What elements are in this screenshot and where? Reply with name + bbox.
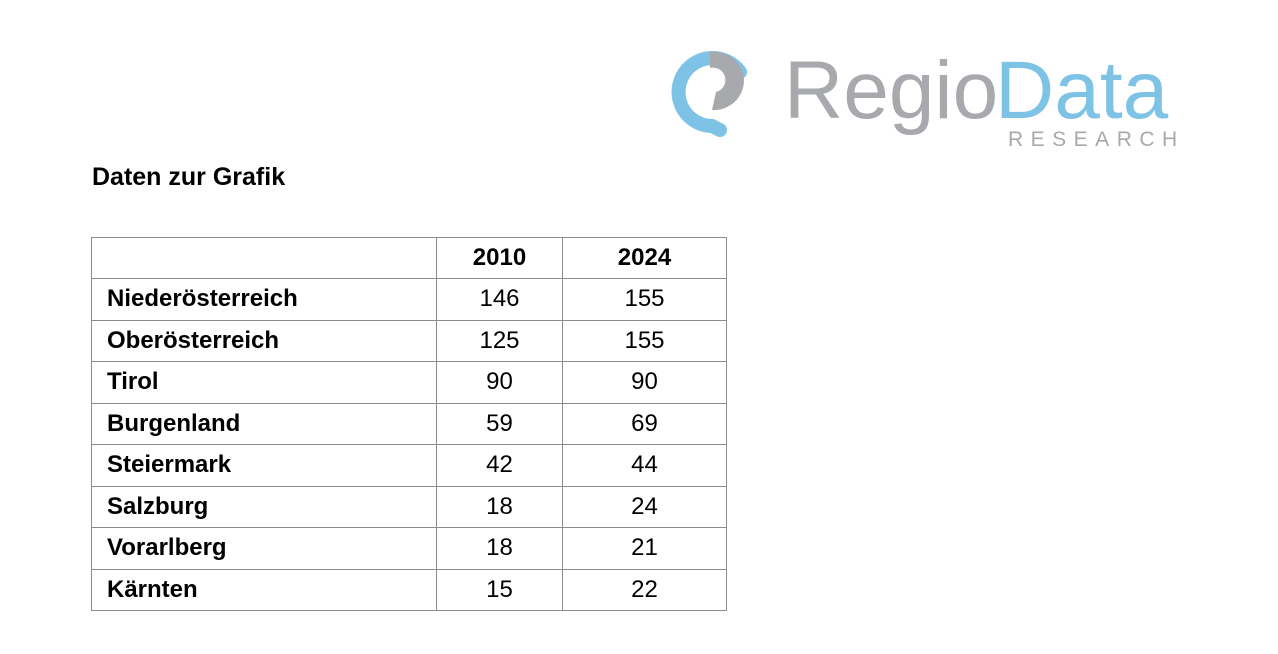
table-row: Tirol 90 90 xyxy=(91,361,727,404)
logo-word: Regio xyxy=(784,45,998,136)
row-label: Vorarlberg xyxy=(91,527,437,570)
table-row: Burgenland 59 69 xyxy=(91,402,727,445)
cell-value: 125 xyxy=(436,319,563,362)
row-label: Kärnten xyxy=(91,568,437,611)
cell-value: 21 xyxy=(562,527,727,570)
cell-value: 22 xyxy=(562,568,727,611)
table-row: Vorarlberg 18 21 xyxy=(91,527,727,570)
row-label: Steiermark xyxy=(91,444,437,487)
row-label: Oberösterreich xyxy=(91,319,437,362)
cell-value: 59 xyxy=(436,402,563,445)
row-label: Niederösterreich xyxy=(91,278,437,321)
cell-value: 146 xyxy=(436,278,563,321)
table-row: Oberösterreich 125 155 xyxy=(91,319,727,362)
table-row: Niederösterreich 146 155 xyxy=(91,278,727,321)
table-row: Steiermark 42 44 xyxy=(91,444,727,487)
cell-value: 18 xyxy=(436,527,563,570)
cell-value: 42 xyxy=(436,444,563,487)
row-label: Tirol xyxy=(91,361,437,404)
header-cell xyxy=(91,237,437,279)
cell-value: 90 xyxy=(562,361,727,404)
column-header: 2024 xyxy=(562,237,727,279)
header-row: 2010 2024 xyxy=(91,237,727,279)
logo-word: Data xyxy=(995,45,1169,136)
column-header: 2010 xyxy=(436,237,563,279)
cell-value: 24 xyxy=(562,485,727,528)
row-label: Salzburg xyxy=(91,485,437,528)
cell-value: 18 xyxy=(436,485,563,528)
logo-tagline: RESEARCH xyxy=(1008,128,1185,150)
logo: Regio Data RESEARCH xyxy=(671,45,1185,150)
cell-value: 155 xyxy=(562,278,727,321)
cell-value: 155 xyxy=(562,319,727,362)
cell-value: 69 xyxy=(562,402,727,445)
cell-value: 15 xyxy=(436,568,563,611)
row-label: Burgenland xyxy=(91,402,437,445)
data-table: 2010 2024 Niederösterreich 146 155 Oberöster… xyxy=(91,237,727,611)
logo-pin xyxy=(671,51,747,137)
table-row: Salzburg 18 24 xyxy=(91,485,727,528)
heading: Daten zur Grafik xyxy=(92,163,286,191)
cell-value: 44 xyxy=(562,444,727,487)
table-row: Kärnten 15 22 xyxy=(91,568,727,611)
cell-value: 90 xyxy=(436,361,563,404)
